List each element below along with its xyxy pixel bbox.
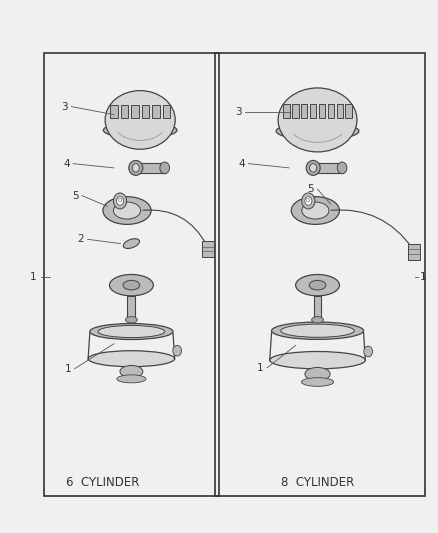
Ellipse shape bbox=[110, 274, 153, 296]
Bar bbox=[328, 104, 334, 118]
Text: 3: 3 bbox=[235, 107, 242, 117]
Ellipse shape bbox=[302, 202, 329, 219]
Ellipse shape bbox=[113, 193, 127, 209]
Ellipse shape bbox=[105, 91, 175, 149]
Text: 5: 5 bbox=[307, 184, 314, 194]
Ellipse shape bbox=[276, 122, 359, 140]
Bar bbox=[319, 104, 325, 118]
Circle shape bbox=[132, 164, 139, 172]
Polygon shape bbox=[131, 163, 165, 173]
Ellipse shape bbox=[337, 162, 347, 174]
Text: O: O bbox=[306, 198, 311, 204]
Circle shape bbox=[305, 197, 312, 205]
Bar bbox=[127, 296, 135, 320]
Bar bbox=[283, 104, 290, 118]
Bar bbox=[202, 241, 214, 257]
Ellipse shape bbox=[173, 345, 181, 356]
Ellipse shape bbox=[103, 122, 177, 138]
Ellipse shape bbox=[302, 193, 315, 209]
Bar bbox=[131, 106, 139, 118]
Ellipse shape bbox=[113, 202, 141, 219]
Ellipse shape bbox=[270, 352, 365, 369]
Ellipse shape bbox=[281, 324, 354, 337]
Text: 1: 1 bbox=[419, 272, 426, 282]
Circle shape bbox=[310, 164, 317, 172]
Ellipse shape bbox=[90, 324, 173, 340]
Bar bbox=[292, 104, 299, 118]
Ellipse shape bbox=[364, 346, 372, 357]
Bar bbox=[162, 106, 170, 118]
Text: O: O bbox=[118, 198, 122, 204]
Bar bbox=[314, 296, 321, 320]
Ellipse shape bbox=[88, 351, 175, 367]
Bar bbox=[346, 104, 352, 118]
Ellipse shape bbox=[305, 367, 330, 381]
Bar bbox=[44, 53, 219, 496]
Ellipse shape bbox=[291, 197, 339, 224]
Polygon shape bbox=[308, 163, 342, 173]
Bar bbox=[215, 53, 425, 496]
Ellipse shape bbox=[124, 239, 139, 248]
Bar bbox=[408, 244, 420, 260]
Ellipse shape bbox=[309, 280, 326, 290]
Ellipse shape bbox=[129, 160, 143, 175]
Text: 1: 1 bbox=[29, 272, 36, 282]
Text: 2: 2 bbox=[78, 235, 85, 244]
Ellipse shape bbox=[125, 317, 138, 323]
Ellipse shape bbox=[311, 317, 323, 323]
Ellipse shape bbox=[278, 88, 357, 152]
Bar bbox=[152, 106, 160, 118]
Text: 4: 4 bbox=[63, 159, 70, 168]
Ellipse shape bbox=[160, 162, 170, 174]
Bar bbox=[301, 104, 307, 118]
Ellipse shape bbox=[301, 378, 334, 386]
Text: 8  CYLINDER: 8 CYLINDER bbox=[281, 476, 354, 489]
Ellipse shape bbox=[98, 326, 165, 337]
Circle shape bbox=[117, 197, 124, 205]
Text: 1: 1 bbox=[257, 363, 264, 373]
Ellipse shape bbox=[272, 322, 364, 340]
Bar bbox=[110, 106, 118, 118]
Bar bbox=[120, 106, 128, 118]
Ellipse shape bbox=[296, 274, 339, 296]
Text: 3: 3 bbox=[61, 102, 68, 111]
Text: 1: 1 bbox=[64, 364, 71, 374]
Ellipse shape bbox=[103, 197, 151, 224]
Text: 4: 4 bbox=[238, 159, 245, 168]
Bar bbox=[310, 104, 316, 118]
Bar bbox=[336, 104, 343, 118]
Ellipse shape bbox=[120, 366, 143, 377]
Text: 5: 5 bbox=[72, 191, 79, 200]
Ellipse shape bbox=[117, 375, 146, 383]
Ellipse shape bbox=[306, 160, 320, 175]
Text: 6  CYLINDER: 6 CYLINDER bbox=[66, 476, 140, 489]
Ellipse shape bbox=[123, 280, 140, 290]
Bar bbox=[141, 106, 149, 118]
